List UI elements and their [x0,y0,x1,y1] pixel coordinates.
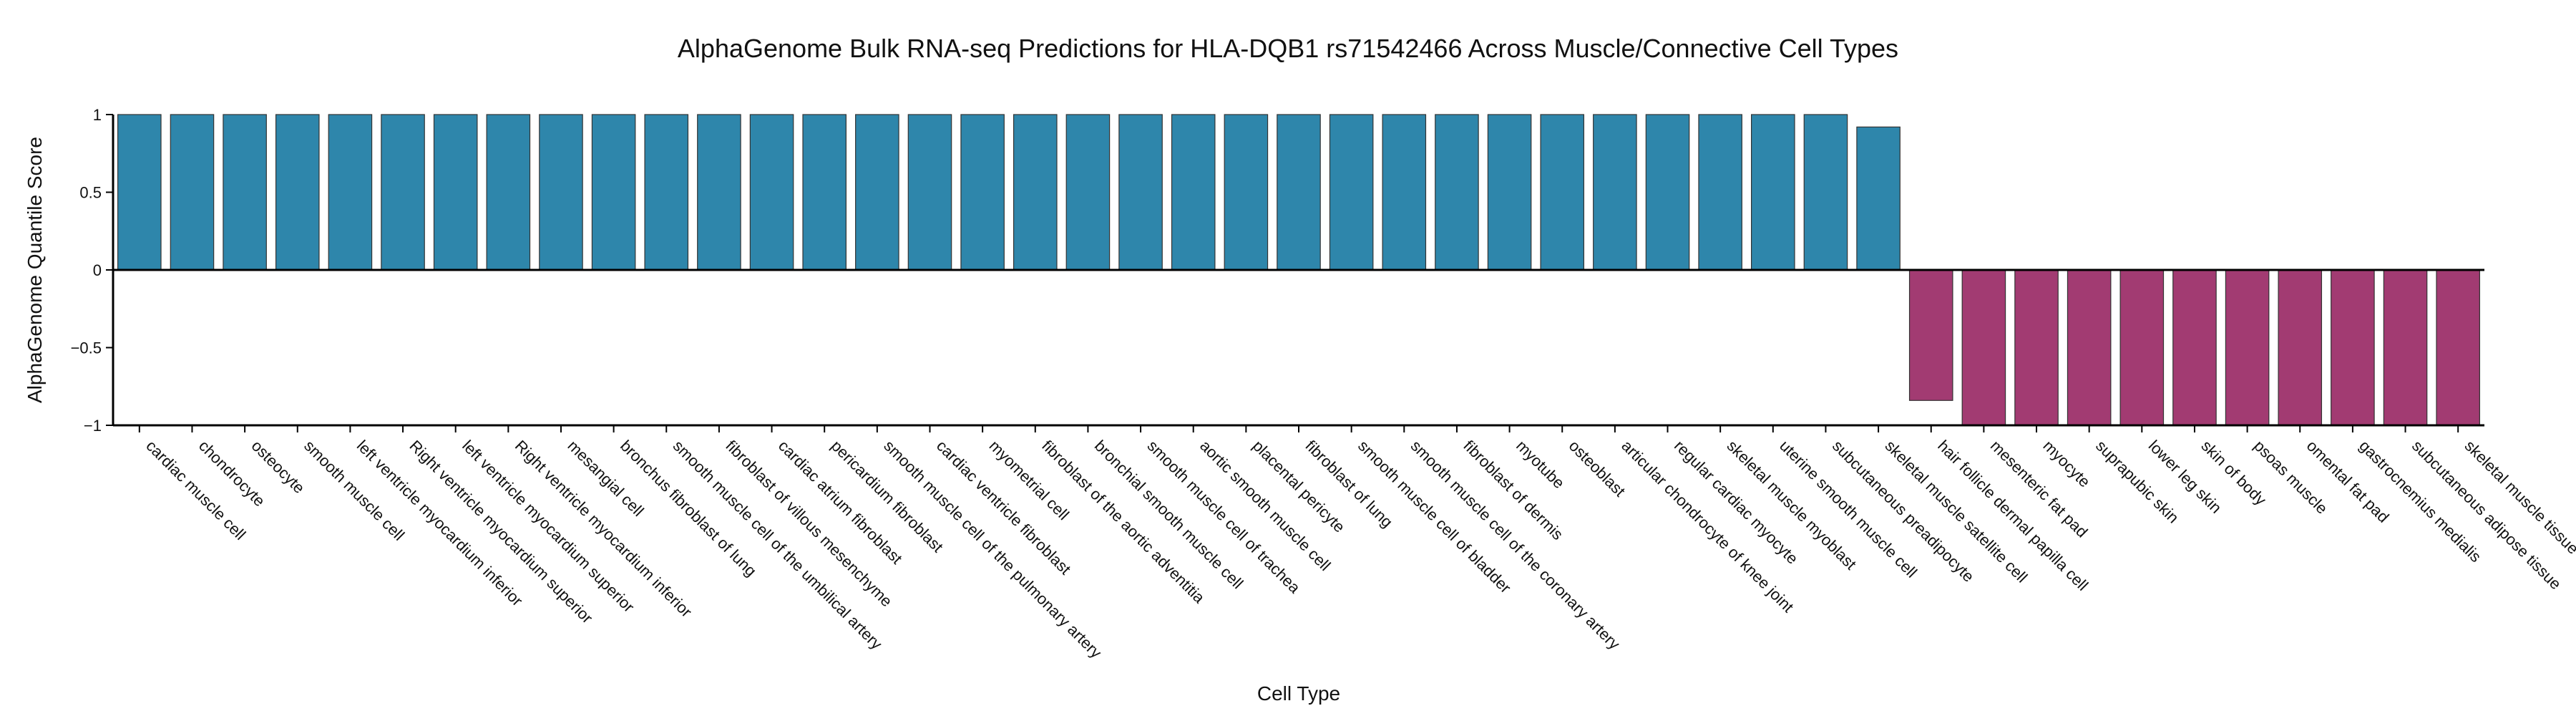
bar-39 [2172,269,2217,426]
x-tick-label-21: placental pericyte [1249,437,1349,536]
bar-3 [275,114,320,271]
bar-6 [433,114,478,271]
bar-42 [2331,269,2375,426]
x-tick-label-35: mesenteric fat pad [1987,437,2092,541]
bar-18 [1065,114,1111,271]
bar-17 [1013,114,1058,271]
bar-1 [170,114,215,271]
bar-32 [1803,114,1848,271]
bar-30 [1698,114,1742,271]
bar-15 [907,114,952,271]
bar-25 [1435,114,1479,271]
bar-16 [960,114,1005,271]
bar-24 [1382,114,1427,271]
bar-9 [591,114,636,271]
bar-26 [1487,114,1532,271]
bar-19 [1118,114,1163,271]
x-tick-label-25: fibroblast of dermis [1460,437,1566,543]
bar-28 [1593,114,1637,271]
bar-4 [328,114,373,271]
bar-37 [2067,269,2112,426]
bar-29 [1645,114,1690,271]
x-tick-label-0: cardiac muscle cell [142,437,249,543]
bar-2 [223,114,267,271]
y-tick-label-0: 1 [93,106,102,124]
bar-31 [1751,114,1795,271]
bar-22 [1277,114,1321,271]
bar-10 [644,114,689,271]
bar-21 [1224,114,1269,271]
bar-33 [1856,126,1901,271]
bar-43 [2383,269,2428,426]
bar-11 [697,114,741,271]
y-tick-label-4: −1 [84,417,102,435]
x-tick-label-5: Right ventricle myocardium superior [406,437,597,627]
bar-41 [2278,269,2323,426]
x-axis: cardiac muscle cellchondrocyteosteocytes… [113,424,2576,662]
x-tick-label-36: myocyte [2039,437,2094,491]
bar-8 [539,114,583,271]
y-tick-label-1: 0.5 [79,184,102,202]
x-tick-label-3: smooth muscle cell [301,437,408,544]
bar-38 [2119,269,2165,426]
bar-5 [381,114,425,271]
bar-34 [1908,269,1953,401]
bar-7 [486,114,531,271]
bar-40 [2225,269,2270,426]
bar-0 [117,114,162,271]
bar-12 [749,114,794,271]
bar-36 [2014,269,2059,426]
x-tick-label-27: osteoblast [1566,437,1629,500]
bars-group [113,114,2484,426]
x-tick-label-26: myotube [1513,437,1568,492]
y-tick-label-2: 0 [93,261,102,279]
bar-35 [1961,269,2006,426]
y-axis-label: AlphaGenome Quantile Score [24,137,46,403]
bar-13 [802,114,847,271]
x-axis-label: Cell Type [1257,682,1340,705]
y-axis: 1 0.5 0 −0.5 −1 [71,106,114,435]
chart-title: AlphaGenome Bulk RNA-seq Predictions for… [678,34,1898,63]
bar-44 [2436,269,2480,426]
bar-20 [1171,114,1216,271]
y-tick-label-3: −0.5 [71,339,102,357]
bar-23 [1329,114,1374,271]
bar-27 [1540,114,1585,271]
bar-14 [855,114,899,271]
